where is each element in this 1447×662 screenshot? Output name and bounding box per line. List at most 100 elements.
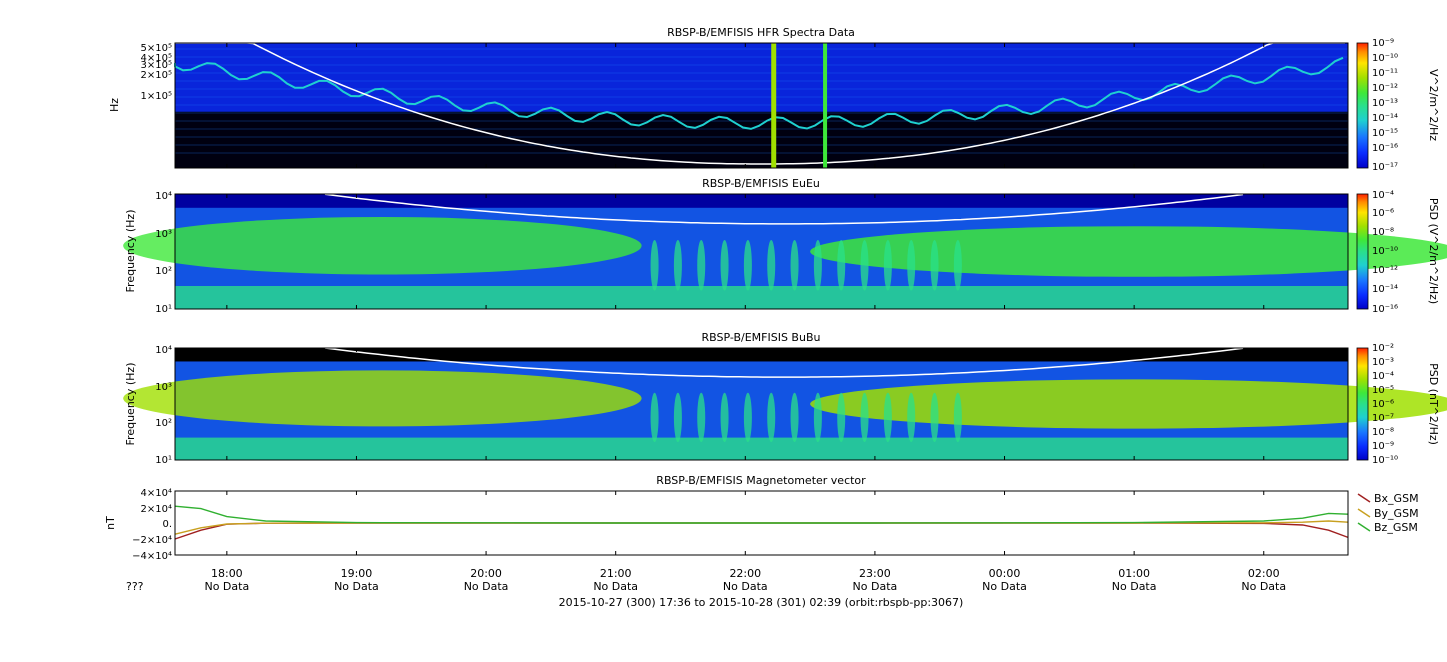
y-tick-label: 0. <box>162 519 172 530</box>
legend-swatch-bx <box>1357 493 1371 503</box>
plot-frame <box>174 193 1349 310</box>
legend-label-by: By_GSM <box>1374 507 1419 520</box>
spectral-burst <box>837 392 846 443</box>
x-tick-label: 23:00 <box>859 567 891 580</box>
y-axis-label: Frequency (Hz) <box>124 210 137 293</box>
plot-frame <box>174 490 1349 556</box>
y-axis-label: Hz <box>108 98 121 112</box>
y-tick-label: 5×10⁵ <box>141 43 172 54</box>
y-tick-label: −2×10⁴ <box>132 535 172 546</box>
spectral-burst <box>860 392 869 443</box>
spectrogram-band <box>175 286 1348 309</box>
legend-label-bx: Bx_GSM <box>1374 492 1419 505</box>
spectral-burst <box>743 239 752 291</box>
colorbar-tick-label: 10⁻¹¹ <box>1372 68 1398 79</box>
spectral-burst <box>650 392 659 443</box>
y-tick-label: 3×10⁵ <box>141 60 172 71</box>
cutoff-curve <box>324 347 1244 378</box>
spectrogram-band <box>175 43 1348 112</box>
unknown-label: ??? <box>126 580 144 593</box>
colorbar-tick-label: 10⁻¹⁰ <box>1372 455 1398 466</box>
spectral-burst <box>767 239 776 291</box>
x-tick-label: 02:00 <box>1248 567 1280 580</box>
no-data-label: No Data <box>982 580 1027 593</box>
panel-title: RBSP-B/EMFISIS HFR Spectra Data <box>667 26 855 39</box>
colorbar-tick-label: 10⁻⁴ <box>1372 190 1394 201</box>
no-data-label: No Data <box>1112 580 1157 593</box>
spectral-burst <box>697 239 706 291</box>
no-data-label: No Data <box>1241 580 1286 593</box>
legend-label-bz: Bz_GSM <box>1374 521 1418 534</box>
series-line-Bz_GSM <box>174 505 1349 524</box>
no-data-label: No Data <box>853 580 898 593</box>
colorbar-tick-label: 10⁻⁸ <box>1372 427 1394 438</box>
spectral-burst <box>953 392 962 443</box>
colorbar-tick-label: 10⁻⁵ <box>1372 385 1394 396</box>
colorbar-tick-label: 10⁻¹³ <box>1372 98 1398 109</box>
plot-frame <box>174 347 1349 461</box>
spectral-burst <box>720 239 729 291</box>
colorbar-tick-label: 10⁻¹⁵ <box>1372 128 1398 139</box>
cutoff-curve <box>175 42 1345 165</box>
no-data-label: No Data <box>723 580 768 593</box>
x-tick-label: 22:00 <box>729 567 761 580</box>
y-tick-label: 10¹ <box>155 455 172 466</box>
y-axis-label: Frequency (Hz) <box>124 363 137 446</box>
spectrogram-region <box>810 226 1447 277</box>
spectral-burst <box>743 392 752 443</box>
colorbar-tick-label: 10⁻³ <box>1372 357 1394 368</box>
y-tick-label: 10² <box>155 418 172 429</box>
colorbar-tick-label: 10⁻¹⁰ <box>1372 53 1398 64</box>
spectral-burst <box>860 239 869 291</box>
panel-magnetometer: RBSP-B/EMFISIS Magnetometer vector nT 4×… <box>104 474 1419 562</box>
x-tick-label: 00:00 <box>989 567 1021 580</box>
spectral-spike <box>823 43 828 168</box>
panel-title: RBSP-B/EMFISIS BuBu <box>702 331 821 344</box>
colorbar-tick-label: 10⁻⁸ <box>1372 227 1394 238</box>
colorbar <box>1356 193 1369 310</box>
spectral-burst <box>790 392 799 443</box>
plot-frame <box>174 42 1349 169</box>
x-axis-ticks <box>226 43 1265 555</box>
y-tick-label: 10⁴ <box>155 191 172 202</box>
spectrogram-region <box>123 217 642 275</box>
y-tick-label: 10² <box>155 266 172 277</box>
x-tick-label: 21:00 <box>600 567 632 580</box>
spectral-burst <box>953 239 962 291</box>
panel-title: RBSP-B/EMFISIS EuEu <box>702 177 820 190</box>
cutoff-curve <box>324 193 1244 225</box>
y-tick-label: 2×10⁵ <box>141 70 172 81</box>
colorbar-tick-label: 10⁻⁷ <box>1372 413 1394 424</box>
panel-title: RBSP-B/EMFISIS Magnetometer vector <box>656 474 866 487</box>
spectral-burst <box>767 392 776 443</box>
y-axis-label: nT <box>104 516 117 530</box>
no-data-label: No Data <box>593 580 638 593</box>
panel-hfr: RBSP-B/EMFISIS HFR Spectra Data Hz 5×10⁵… <box>108 26 1440 173</box>
spectral-burst <box>790 239 799 291</box>
colorbar-label: PSD (nT^2/Hz) <box>1427 363 1440 445</box>
spectral-burst <box>930 239 939 291</box>
spectrogram-region <box>810 379 1447 429</box>
colorbar-tick-label: 10⁻⁶ <box>1372 399 1394 410</box>
y-tick-label: 4×10⁴ <box>141 488 172 499</box>
x-tick-label: 20:00 <box>470 567 502 580</box>
spectral-burst <box>883 239 892 291</box>
no-data-label: No Data <box>464 580 509 593</box>
legend-swatch-by <box>1357 508 1371 518</box>
y-tick-label: −4×10⁴ <box>132 551 172 562</box>
spectral-burst <box>720 392 729 443</box>
x-tick-label: 18:00 <box>211 567 243 580</box>
spectral-burst <box>673 239 682 291</box>
no-data-label: No Data <box>204 580 249 593</box>
colorbar-tick-label: 10⁻⁹ <box>1372 441 1394 452</box>
y-tick-label: 10¹ <box>155 304 172 315</box>
colorbar-tick-label: 10⁻¹⁴ <box>1372 284 1398 295</box>
y-tick-label: 4×10⁵ <box>141 53 172 64</box>
colorbar-tick-label: 10⁻¹⁰ <box>1372 246 1398 257</box>
spectral-burst <box>837 239 846 291</box>
eueu-spectrogram <box>123 193 1447 309</box>
hfr-spectrogram <box>174 42 1348 168</box>
magnetometer-lines <box>174 505 1349 540</box>
legend: Bx_GSM By_GSM Bz_GSM <box>1357 492 1419 534</box>
